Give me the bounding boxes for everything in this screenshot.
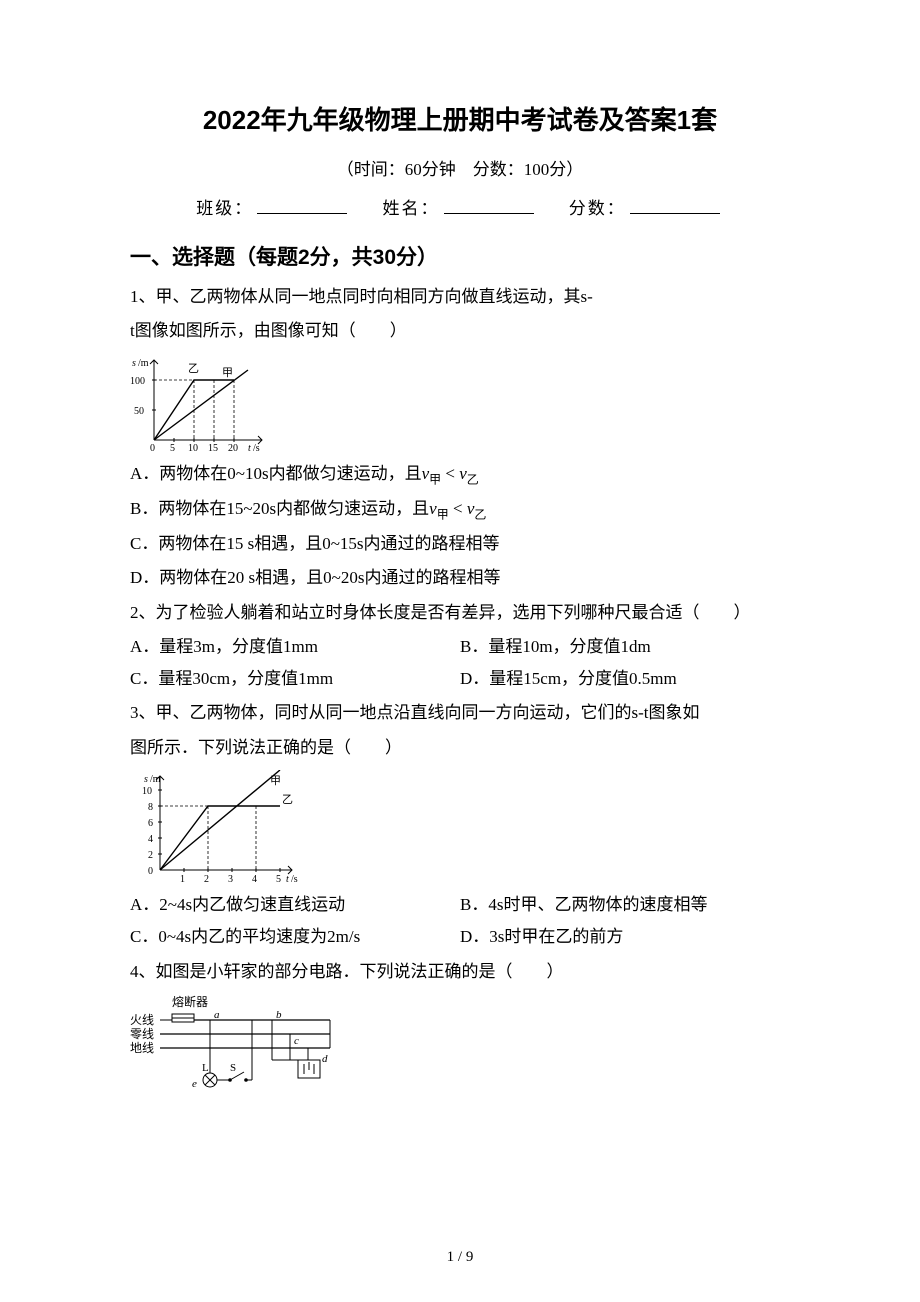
- q3-option-b: B．4s时甲、乙两物体的速度相等: [460, 889, 790, 921]
- svg-text:甲: 甲: [270, 775, 281, 787]
- class-label: 班级：: [196, 199, 253, 218]
- svg-text:1: 1: [180, 874, 185, 885]
- svg-text:t: t: [248, 443, 251, 454]
- svg-text:4: 4: [148, 834, 153, 845]
- svg-text:2: 2: [204, 874, 209, 885]
- svg-text:b: b: [276, 1009, 282, 1021]
- svg-text:L: L: [202, 1062, 209, 1074]
- q1-stem-line2: t图像如图所示，由图像可知（ ）: [130, 315, 790, 347]
- exam-subtitle: （时间：60分钟 分数：100分）: [130, 155, 790, 180]
- q1a-sub1: 甲: [429, 472, 441, 486]
- svg-text:5: 5: [170, 443, 175, 454]
- svg-text:乙: 乙: [188, 362, 199, 375]
- svg-text:10: 10: [142, 786, 152, 797]
- q3-chart: s /m 10 8 6 4 2 0 1 2 3 4 5 t /s 甲 乙: [130, 770, 790, 885]
- q1a-sub2: 乙: [467, 472, 479, 486]
- q3-option-d: D．3s时甲在乙的前方: [460, 921, 790, 953]
- q2-option-c: C．量程30cm，分度值1mm: [130, 663, 460, 695]
- q1-chart: s /m 50 100 0 5 10 15 20 t /s 乙 甲: [130, 354, 790, 454]
- page: 2022年九年级物理上册期中考试卷及答案1套 （时间：60分钟 分数：100分）…: [0, 0, 920, 1302]
- info-line: 班级： 姓名： 分数：: [130, 194, 790, 219]
- q2-option-d: D．量程15cm，分度值0.5mm: [460, 663, 790, 695]
- q4-stem: 4、如图是小轩家的部分电路．下列说法正确的是（ ）: [130, 956, 790, 988]
- section-1-heading: 一、选择题（每题2分，共30分）: [130, 241, 790, 271]
- svg-text:0: 0: [150, 443, 155, 454]
- name-blank: [444, 196, 534, 214]
- svg-text:0: 0: [148, 866, 153, 877]
- q3-row2: C．0~4s内乙的平均速度为2m/s D．3s时甲在乙的前方: [130, 921, 790, 953]
- page-number: 1 / 9: [0, 1249, 920, 1266]
- svg-text:乙: 乙: [282, 793, 293, 806]
- score-blank: [630, 196, 720, 214]
- svg-text:20: 20: [228, 443, 238, 454]
- svg-text:6: 6: [148, 818, 153, 829]
- svg-text:50: 50: [134, 406, 144, 417]
- neutral-label: 零线: [130, 1027, 154, 1041]
- class-blank: [257, 196, 347, 214]
- q1a-v2: v: [459, 464, 467, 483]
- q3-option-a: A．2~4s内乙做匀速直线运动: [130, 889, 460, 921]
- svg-text:5: 5: [276, 874, 281, 885]
- svg-text:a: a: [214, 1009, 220, 1021]
- svg-text:10: 10: [188, 443, 198, 454]
- q1-stem-line1: 1、甲、乙两物体从同一地点同时向相同方向做直线运动，其s-: [130, 281, 790, 313]
- svg-text:/m: /m: [138, 358, 149, 369]
- svg-text:d: d: [322, 1053, 328, 1065]
- ground-label: 地线: [130, 1041, 154, 1055]
- svg-text:e: e: [192, 1078, 197, 1090]
- q1b-pre: B．两物体在15~20s内都做匀速运动，且: [130, 499, 429, 518]
- q1a-lt: <: [441, 464, 459, 483]
- svg-text:s: s: [132, 358, 136, 369]
- svg-text:100: 100: [130, 376, 145, 387]
- svg-text:甲: 甲: [222, 367, 233, 379]
- fuse-label: 熔断器: [172, 994, 208, 1009]
- fire-label: 火线: [130, 1013, 154, 1027]
- svg-text:/s: /s: [291, 874, 298, 885]
- q3-option-c: C．0~4s内乙的平均速度为2m/s: [130, 921, 460, 953]
- score-label: 分数：: [569, 199, 626, 218]
- q2-option-b: B．量程10m，分度值1dm: [460, 631, 790, 663]
- q3-stem-line2: 图所示．下列说法正确的是（ ）: [130, 732, 790, 764]
- q1-option-d: D．两物体在20 s相遇，且0~20s内通过的路程相等: [130, 562, 790, 594]
- q2-row2: C．量程30cm，分度值1mm D．量程15cm，分度值0.5mm: [130, 663, 790, 695]
- svg-text:2: 2: [148, 850, 153, 861]
- svg-text:8: 8: [148, 802, 153, 813]
- q1-option-a: A．两物体在0~10s内都做匀速运动，且v甲 < v乙: [130, 458, 790, 491]
- name-label: 姓名：: [383, 199, 440, 218]
- svg-text:3: 3: [228, 874, 233, 885]
- q1b-sub1: 甲: [437, 507, 449, 521]
- exam-title: 2022年九年级物理上册期中考试卷及答案1套: [130, 100, 790, 137]
- svg-text:4: 4: [252, 874, 257, 885]
- q1b-sub2: 乙: [474, 507, 486, 521]
- svg-text:c: c: [294, 1035, 299, 1047]
- q1-option-b: B．两物体在15~20s内都做匀速运动，且v甲 < v乙: [130, 493, 790, 526]
- svg-text:15: 15: [208, 443, 218, 454]
- svg-text:S: S: [230, 1062, 236, 1074]
- q2-row1: A．量程3m，分度值1mm B．量程10m，分度值1dm: [130, 631, 790, 663]
- q3-row1: A．2~4s内乙做匀速直线运动 B．4s时甲、乙两物体的速度相等: [130, 889, 790, 921]
- q2-stem: 2、为了检验人躺着和站立时身体长度是否有差异，选用下列哪种尺最合适（ ）: [130, 597, 790, 629]
- q1a-v1: v: [422, 464, 430, 483]
- svg-text:s: s: [144, 774, 148, 785]
- svg-text:/s: /s: [253, 443, 260, 454]
- q4-circuit: 火线 零线 地线 熔断器 a b c: [130, 994, 790, 1094]
- q3-stem-line1: 3、甲、乙两物体，同时从同一地点沿直线向同一方向运动，它们的s-t图象如: [130, 697, 790, 729]
- q2-option-a: A．量程3m，分度值1mm: [130, 631, 460, 663]
- q1b-lt: <: [449, 499, 467, 518]
- svg-text:/m: /m: [150, 774, 161, 785]
- q1a-pre: A．两物体在0~10s内都做匀速运动，且: [130, 464, 422, 483]
- q1-option-c: C．两物体在15 s相遇，且0~15s内通过的路程相等: [130, 528, 790, 560]
- q1b-v1: v: [429, 499, 437, 518]
- svg-text:t: t: [286, 874, 289, 885]
